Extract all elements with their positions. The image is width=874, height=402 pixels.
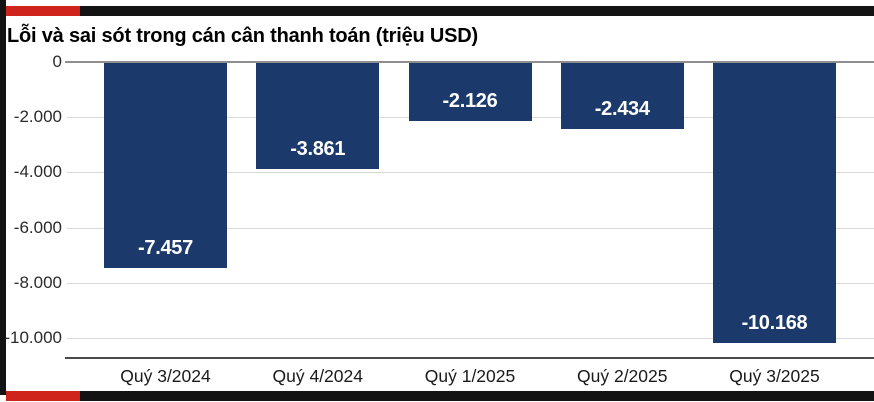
- x-axis-tick-label: Quý 2/2025: [577, 366, 668, 386]
- bar: -7.457: [104, 62, 227, 268]
- gridline: [67, 228, 874, 229]
- x-axis-tick-label: Quý 4/2024: [272, 366, 363, 386]
- black-bar-bottom: [80, 391, 874, 401]
- y-axis-tick-label: -2.000: [13, 107, 62, 126]
- red-accent-top: [6, 6, 80, 16]
- top-border: [0, 6, 874, 16]
- y-axis-tick-label: -6.000: [13, 218, 62, 237]
- gridline: [67, 338, 874, 339]
- y-axis-tick-label: -10.000: [4, 328, 62, 347]
- left-border: [0, 0, 6, 395]
- x-axis-line: [65, 357, 874, 359]
- red-accent-bottom: [6, 391, 80, 401]
- bar: -2.434: [560, 62, 684, 129]
- bar-value-label: -3.861: [290, 138, 346, 160]
- y-axis-tick-label: 0: [52, 52, 62, 71]
- bar-value-label: -2.434: [594, 98, 650, 120]
- gridline: [67, 172, 874, 173]
- bar: -10.168: [713, 62, 836, 343]
- y-axis-tick-label: -8.000: [13, 273, 62, 292]
- zero-gridline: [65, 61, 874, 63]
- y-axis-tick-label: -4.000: [13, 162, 62, 181]
- x-axis-tick-label: Quý 3/2024: [120, 366, 211, 386]
- x-axis-tick-label: Quý 3/2025: [729, 366, 820, 386]
- bar: -2.126: [408, 62, 532, 121]
- black-bar-top: [80, 6, 874, 16]
- bar-value-label: -2.126: [442, 90, 498, 112]
- bottom-border: [0, 391, 874, 401]
- gridline: [67, 283, 874, 284]
- bar-value-label: -7.457: [138, 237, 193, 259]
- bar: -3.861: [256, 62, 380, 169]
- chart-title: Lỗi và sai sót trong cán cân thanh toán …: [7, 25, 478, 47]
- bar-value-label: -10.168: [741, 312, 808, 334]
- x-axis-tick-label: Quý 1/2025: [424, 366, 516, 386]
